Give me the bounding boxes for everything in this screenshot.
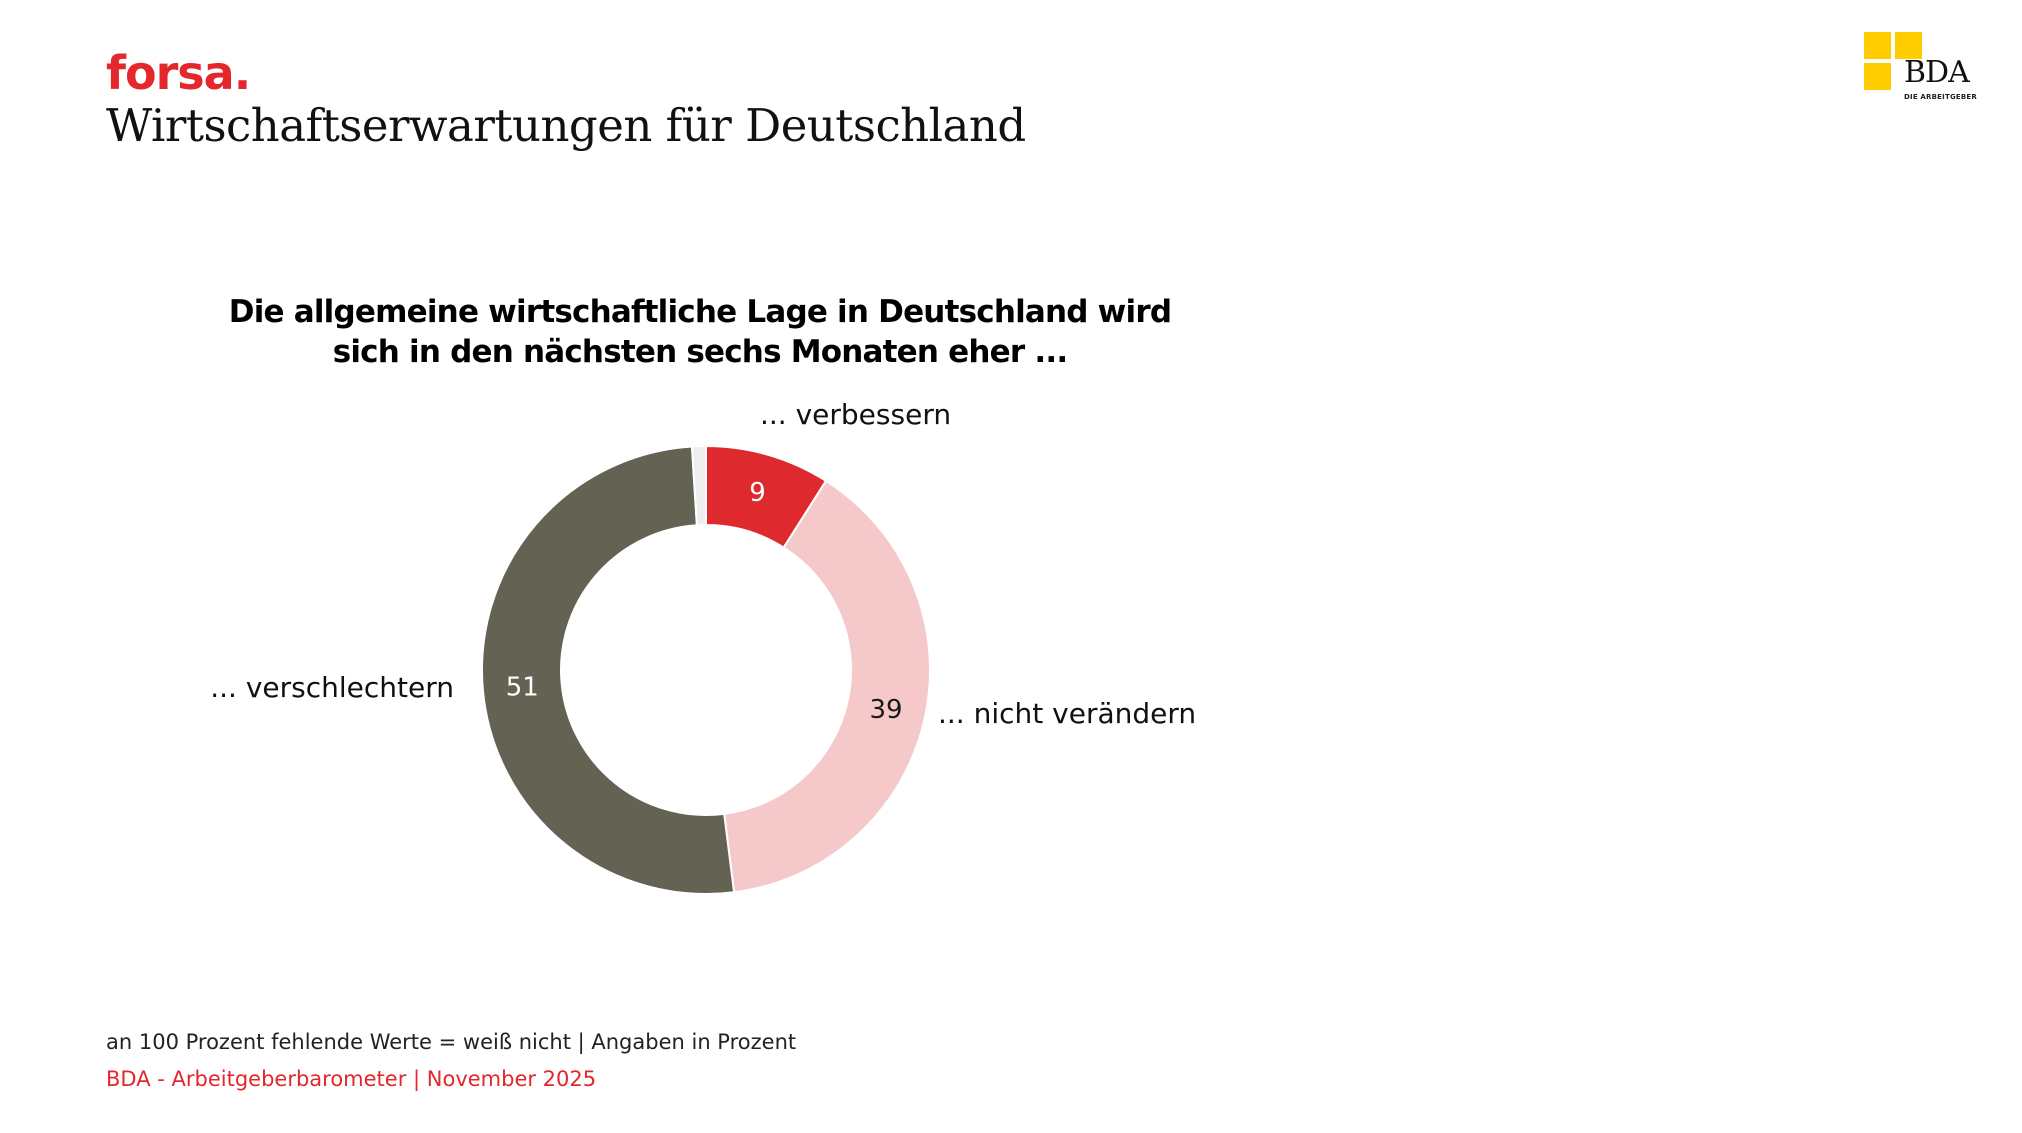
logo-square — [1864, 63, 1891, 90]
chart-title-line: sich in den nächsten sechs Monaten eher … — [332, 334, 1068, 370]
slice-value-label: 51 — [506, 672, 539, 702]
slice-category-label: ... verschlechtern — [210, 671, 454, 704]
bda-tagline: DIE ARBEITGEBER — [1904, 93, 1977, 101]
slice-category-label: ... nicht verändern — [938, 697, 1196, 730]
donut-slice — [723, 479, 931, 894]
bda-logo: BDA DIE ARBEITGEBER — [1864, 32, 1977, 106]
forsa-logo: forsa. — [106, 46, 251, 100]
chart-title-line: Die allgemeine wirtschaftliche Lage in D… — [228, 294, 1172, 330]
chart-title: Die allgemeine wirtschaftliche Lage in D… — [200, 292, 1200, 372]
slice-value-label: 9 — [749, 478, 766, 508]
footnote: an 100 Prozent fehlende Werte = weiß nic… — [106, 1030, 797, 1054]
logo-square — [1864, 32, 1891, 59]
source-line: BDA - Arbeitgeberbarometer | November 20… — [106, 1067, 597, 1091]
donut-slice — [690, 444, 707, 527]
slice-value-label: 39 — [870, 695, 903, 725]
page-title: Wirtschaftserwartungen für Deutschland — [106, 99, 1026, 152]
bda-wordmark: BDA — [1904, 55, 1970, 90]
logo-square — [1895, 32, 1922, 59]
slice-category-label: ... verbessern — [760, 398, 951, 431]
donut-slice — [481, 445, 736, 895]
